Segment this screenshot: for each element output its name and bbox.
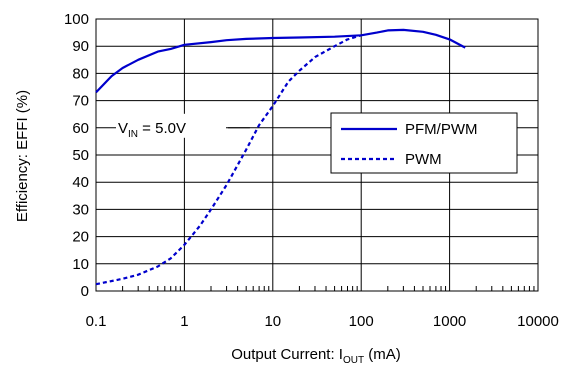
y-tick-label: 30 [72,201,89,218]
series-line-pwm [95,34,362,286]
y-tick-label: 20 [72,229,89,246]
vin-annotation: VIN = 5.0V [116,113,250,140]
ticks: 0 10 20 30 40 50 60 70 80 90 100 0.1 1 10 100 1000 10000 [64,11,559,330]
x-axis-label-main: Output Current: I [231,346,343,363]
y-tick-label: 90 [72,38,89,55]
vin-annotation-bg [116,113,228,138]
series-line-pfm-pwm [95,28,466,94]
x-tick-label: 1000 [433,313,466,330]
legend: PFM/PWM PWM [330,112,518,174]
legend-label: PWM [405,151,442,168]
x-tick-label: 10000 [517,313,559,330]
legend-label: PFM/PWM [405,121,478,138]
y-tick-label: 40 [72,174,89,191]
x-tick-label: 100 [349,313,374,330]
y-tick-label: 10 [72,256,89,273]
y-tick-label: 100 [64,11,89,28]
y-tick-label: 70 [72,93,89,110]
y-axis-label: Efficiency: EFFI (%) [14,90,31,222]
x-tick-label: 0.1 [86,313,107,330]
x-axis-label-unit: (mA) [364,346,401,363]
series-layer [95,28,466,286]
y-tick-label: 50 [72,147,89,164]
y-tick-label: 80 [72,65,89,82]
x-axis-label-sub: OUT [343,355,364,365]
vin-annotation-text: VIN = 5.0V [118,120,186,140]
x-axis-label: Output Current: IOUT (mA) [231,346,401,365]
x-tick-label: 1 [180,313,188,330]
y-tick-label: 60 [72,120,89,137]
plot-frame [95,18,539,292]
legend-box [330,112,518,174]
y-tick-label: 0 [81,283,89,300]
x-tick-label: 10 [264,313,281,330]
